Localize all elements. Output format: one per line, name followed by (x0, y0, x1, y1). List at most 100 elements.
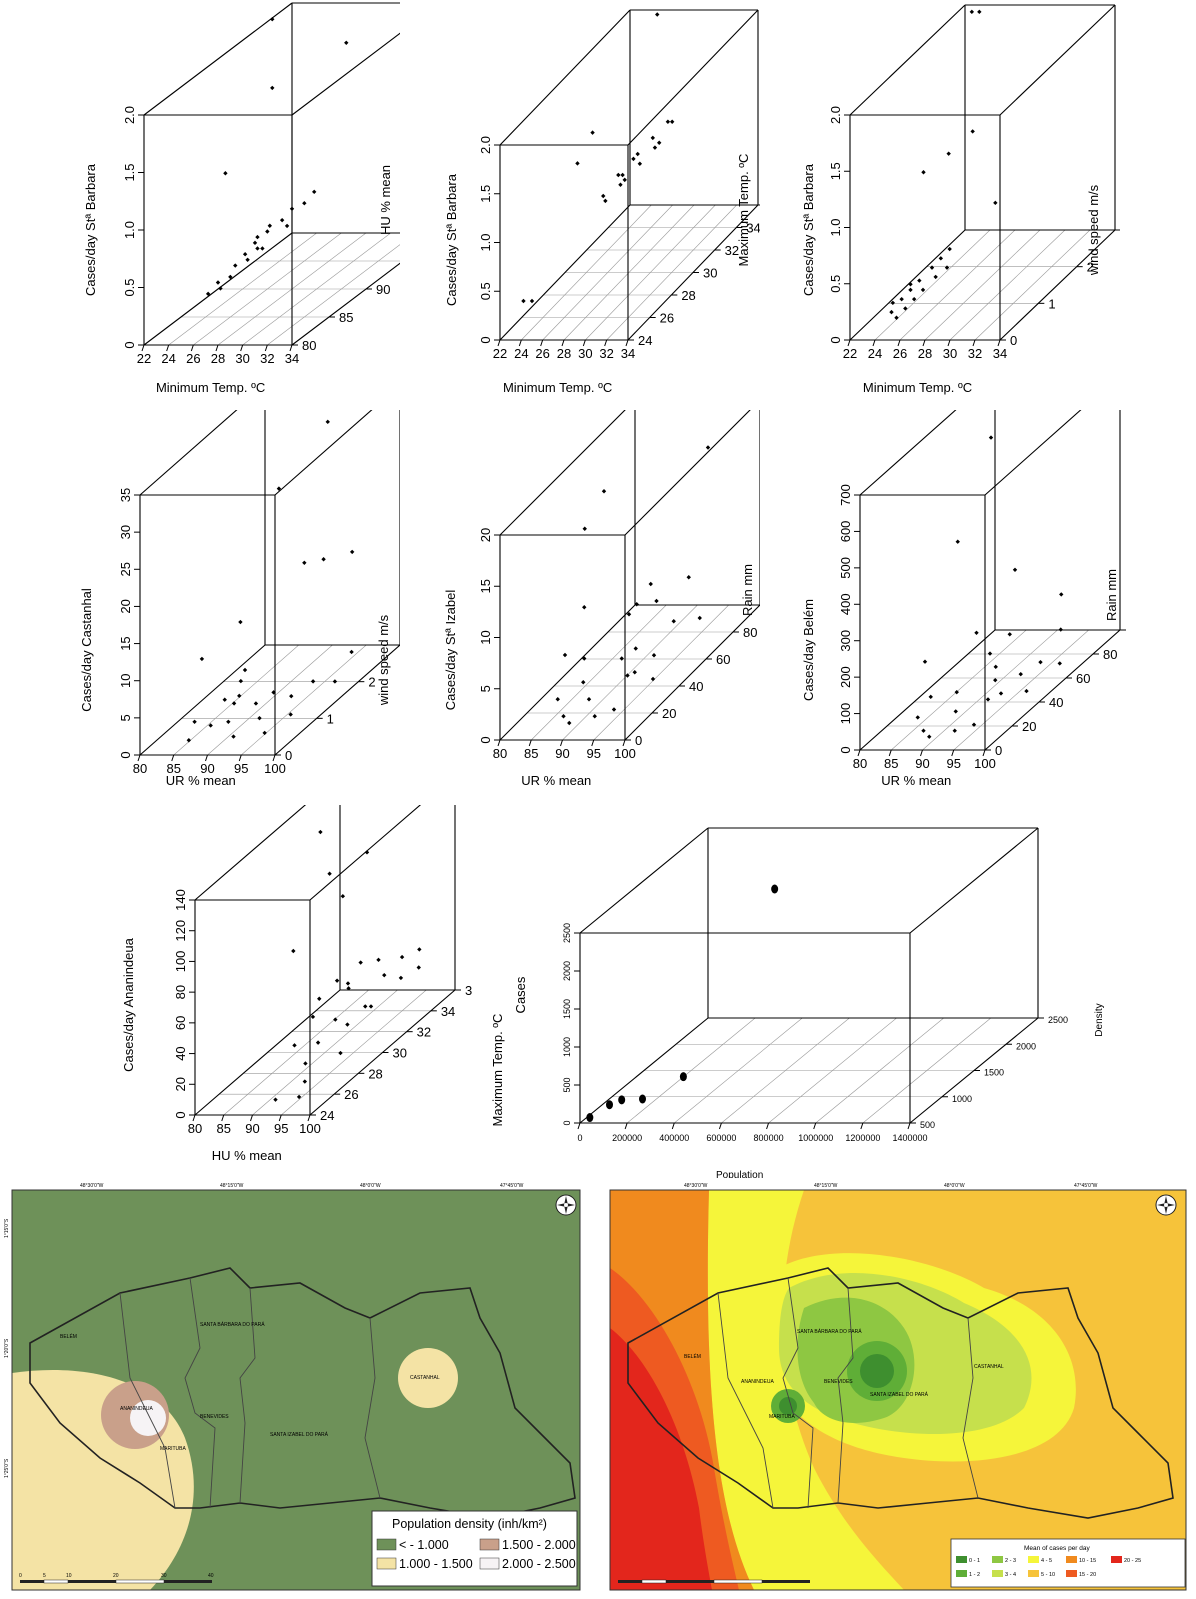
cases-map-top-label: Population (716, 1170, 764, 1181)
x-tick-label: 90 (555, 746, 569, 761)
data-point (325, 419, 330, 425)
x-tick-mark (238, 754, 242, 762)
data-point (399, 954, 405, 960)
x-tick-mark (577, 1122, 581, 1130)
y-tick-label: 2500 (562, 923, 572, 943)
x-tick-label: 30 (235, 351, 249, 366)
x-tick-label: 24 (514, 346, 528, 361)
z-tick-label: 60 (1076, 671, 1090, 686)
data-point (270, 85, 275, 91)
svg-text:20: 20 (113, 1573, 119, 1579)
z-axis-label: wind speed m/s (1086, 184, 1101, 276)
data-point (567, 720, 572, 726)
box-edge (627, 9, 759, 146)
data-point (618, 182, 623, 187)
data-point (231, 734, 236, 739)
top-coord-3: 48°0'0"W (944, 1183, 965, 1189)
data-point (650, 676, 656, 682)
x-tick-label: 85 (884, 756, 898, 771)
svg-text:1.500 - 2.000: 1.500 - 2.000 (502, 1538, 576, 1552)
z-tick-label: 0 (285, 748, 292, 763)
x-tick-mark (518, 339, 522, 347)
data-point (255, 246, 260, 251)
data-point (771, 884, 779, 894)
floor-grid-line (899, 229, 1016, 341)
svg-text:3 - 4: 3 - 4 (1005, 1572, 1016, 1578)
z-tick-label: 500 (920, 1120, 935, 1130)
place-label-santa-izabel: SANTA IZABEL DO PARÁ (870, 1391, 929, 1398)
floor-grid-line (953, 629, 1089, 751)
y-tick-label: 40 (173, 1046, 188, 1060)
data-point (920, 287, 926, 293)
data-point (186, 738, 192, 743)
y-tick-label: 1.5 (828, 162, 843, 180)
x-tick-mark (497, 339, 501, 347)
box-edge (309, 805, 422, 901)
data-point (260, 246, 265, 251)
z-tick-label: 0 (995, 743, 1002, 758)
x-tick-label: 1000000 (798, 1133, 833, 1143)
compass-icon (555, 1194, 577, 1216)
top-coord-4: 47°45'0"W (1074, 1183, 1098, 1189)
y-tick-label: 140 (173, 889, 188, 911)
y-tick-label: 100 (838, 703, 853, 725)
z-tick-label: 34 (746, 221, 760, 236)
box-edge (579, 1017, 709, 1124)
floor-grid-line (593, 604, 729, 741)
y-tick-label: 100 (173, 951, 188, 973)
y-axis-label: Cases (513, 976, 528, 1013)
data-point (267, 223, 272, 228)
y-tick-label: 0 (118, 751, 133, 758)
data-point (582, 526, 587, 531)
data-point (954, 689, 959, 695)
z-tick-label: 1 (1048, 296, 1055, 311)
data-point (1018, 671, 1023, 677)
box-edge (859, 410, 957, 496)
place-label-santa-izabel: SANTA IZABEL DO PARÁ (270, 1431, 329, 1438)
data-point (601, 193, 606, 199)
data-point (651, 653, 657, 658)
place-label-benevides: BENEVIDES (824, 1379, 853, 1385)
x-tick-mark (671, 1122, 675, 1130)
data-point (921, 728, 926, 733)
data-point (345, 1022, 350, 1027)
y-tick-label: 0 (122, 341, 137, 348)
data-point (199, 656, 205, 662)
data-point (899, 296, 904, 302)
x-tick-label: 22 (493, 346, 507, 361)
inner-boundaries (119, 1277, 381, 1509)
floor-grid-line (562, 604, 698, 741)
box-edge (139, 644, 266, 756)
box-edge (499, 9, 631, 146)
data-point (334, 978, 340, 983)
x-tick-label: 22 (843, 346, 857, 361)
x-tick-mark (540, 339, 544, 347)
z-tick-label: 26 (344, 1087, 358, 1102)
z-tick-label: 0 (635, 733, 642, 748)
place-label-marituba: MARITUBA (769, 1414, 796, 1420)
data-point (417, 947, 422, 952)
scatter3d-panel-1: 2224262830323400.51.01.52.08085909510Min… (83, 2, 400, 395)
data-point (333, 1017, 338, 1022)
z-tick-label: 34 (441, 1004, 455, 1019)
x-tick-mark (813, 1122, 817, 1130)
data-point (601, 489, 607, 494)
x-tick-label: 95 (587, 746, 601, 761)
z-tick-label: 30 (703, 266, 717, 281)
data-point (223, 171, 228, 176)
y-tick-label: 10 (478, 630, 493, 644)
data-point (933, 274, 938, 280)
z-tick-label: 24 (638, 333, 652, 348)
y-tick-label: 700 (838, 484, 853, 506)
cases-zone-4-5 (707, 1190, 904, 1590)
place-label-ananindeua: ANANINDEUA (120, 1406, 153, 1412)
x-tick-mark (250, 1114, 253, 1122)
scatter3d-panel-4: 80859095100051015202530350123UR % meanCa… (79, 410, 400, 788)
x-tick-mark (240, 344, 244, 352)
y-tick-label: 2000 (562, 961, 572, 981)
floor-grid-line (173, 644, 299, 756)
box-edge (624, 604, 760, 741)
x-tick-label: 32 (599, 346, 613, 361)
data-point (1059, 592, 1064, 597)
top-coord-3: 48°0'0"W (360, 1183, 381, 1189)
